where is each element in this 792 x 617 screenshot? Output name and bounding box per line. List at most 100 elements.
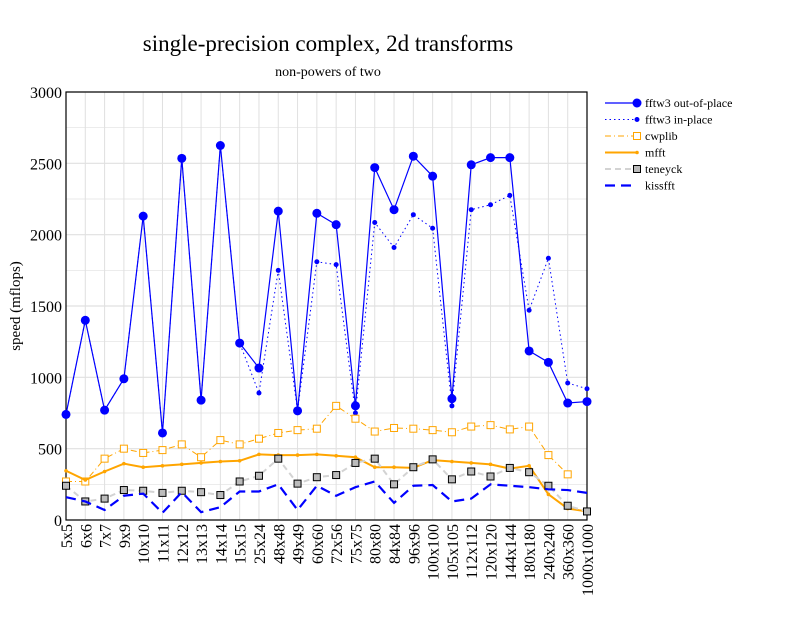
series-kissfft (65, 480, 588, 515)
data-point (486, 153, 496, 163)
data-point (469, 461, 474, 465)
data-point (100, 494, 109, 503)
data-point (370, 427, 379, 436)
data-point (295, 453, 300, 457)
y-tick-label: 3000 (30, 85, 62, 102)
data-point (274, 428, 283, 437)
x-tick-label: 84x84 (387, 524, 404, 564)
data-point (428, 171, 438, 181)
data-point (563, 501, 572, 510)
data-point (391, 245, 397, 251)
series-line (65, 453, 588, 513)
data-point (350, 401, 360, 411)
data-point (583, 507, 591, 516)
legend-label: cwplib (645, 129, 678, 143)
legend-label: kissfft (645, 179, 675, 193)
data-point (254, 363, 264, 373)
data-point (256, 390, 262, 396)
data-point (217, 143, 223, 148)
data-point (392, 465, 396, 470)
data-point (100, 454, 109, 463)
plot-frame (65, 91, 588, 521)
data-point (295, 408, 301, 414)
data-point (218, 459, 223, 464)
data-point (332, 471, 341, 480)
chart-title: single-precision complex, 2d transforms (143, 31, 514, 56)
legend-marker (632, 98, 642, 108)
data-point (274, 454, 283, 463)
data-point (83, 478, 88, 482)
data-point (447, 394, 457, 404)
data-point (505, 463, 514, 472)
series-line (65, 145, 588, 434)
data-point (140, 213, 146, 219)
data-point (177, 440, 186, 449)
data-point (563, 398, 573, 408)
data-point (428, 455, 437, 464)
data-point (198, 397, 204, 403)
data-point (582, 397, 592, 407)
data-point (545, 255, 551, 261)
data-point (237, 340, 243, 346)
data-point (82, 317, 88, 323)
data-point (102, 469, 107, 474)
x-tick-label: 120x120 (484, 524, 501, 580)
data-point (505, 153, 515, 163)
x-tick-label: 144x144 (503, 524, 520, 580)
x-tick-label: 12x12 (175, 524, 192, 564)
x-tick-label: 180x180 (522, 524, 539, 580)
y-tick-label: 1500 (30, 299, 62, 316)
data-point (488, 202, 494, 208)
data-point (352, 410, 358, 416)
data-point (447, 475, 456, 484)
x-tick-label: 25x24 (252, 524, 269, 564)
data-point (141, 465, 145, 470)
y-axis-label: speed (mflops) (8, 261, 24, 351)
data-point (119, 444, 128, 453)
data-point (370, 163, 380, 173)
data-point (584, 386, 590, 392)
data-point (332, 401, 341, 410)
series-fftw3-out-of-place (61, 141, 592, 438)
data-point (467, 422, 476, 431)
data-point (314, 259, 320, 265)
chart-subtitle: non-powers of two (275, 65, 381, 80)
data-point (544, 451, 553, 460)
data-point (447, 428, 456, 437)
data-point (179, 462, 184, 467)
x-tick-label: 11x11 (155, 524, 172, 563)
data-point (63, 411, 69, 417)
data-point (216, 436, 225, 445)
data-point (119, 486, 128, 495)
data-point (293, 479, 302, 488)
data-point (197, 453, 206, 462)
data-point (449, 403, 455, 409)
data-point (159, 430, 165, 436)
data-point (546, 492, 551, 497)
legend-marker (634, 117, 640, 122)
x-tick-label: 9x9 (117, 524, 134, 548)
y-tick-label: 1000 (30, 370, 62, 387)
x-tick-label: 360x360 (561, 524, 578, 580)
data-point (254, 434, 263, 443)
data-point (334, 454, 338, 458)
legend-label: teneyck (645, 162, 682, 176)
data-point (273, 206, 283, 216)
data-point (410, 212, 416, 218)
data-point (315, 452, 319, 457)
y-tick-label: 2000 (30, 228, 62, 245)
legend-label: mfft (645, 146, 666, 160)
data-point (353, 455, 358, 460)
data-point (409, 463, 418, 472)
data-point (525, 468, 534, 477)
data-point (121, 376, 127, 382)
series-teneyck (62, 454, 591, 516)
data-point (468, 207, 474, 213)
data-point (390, 423, 399, 432)
data-point (102, 407, 108, 413)
data-point (122, 461, 126, 466)
data-point (408, 151, 418, 161)
x-tick-label: 13x13 (194, 524, 211, 564)
data-point (293, 426, 302, 435)
